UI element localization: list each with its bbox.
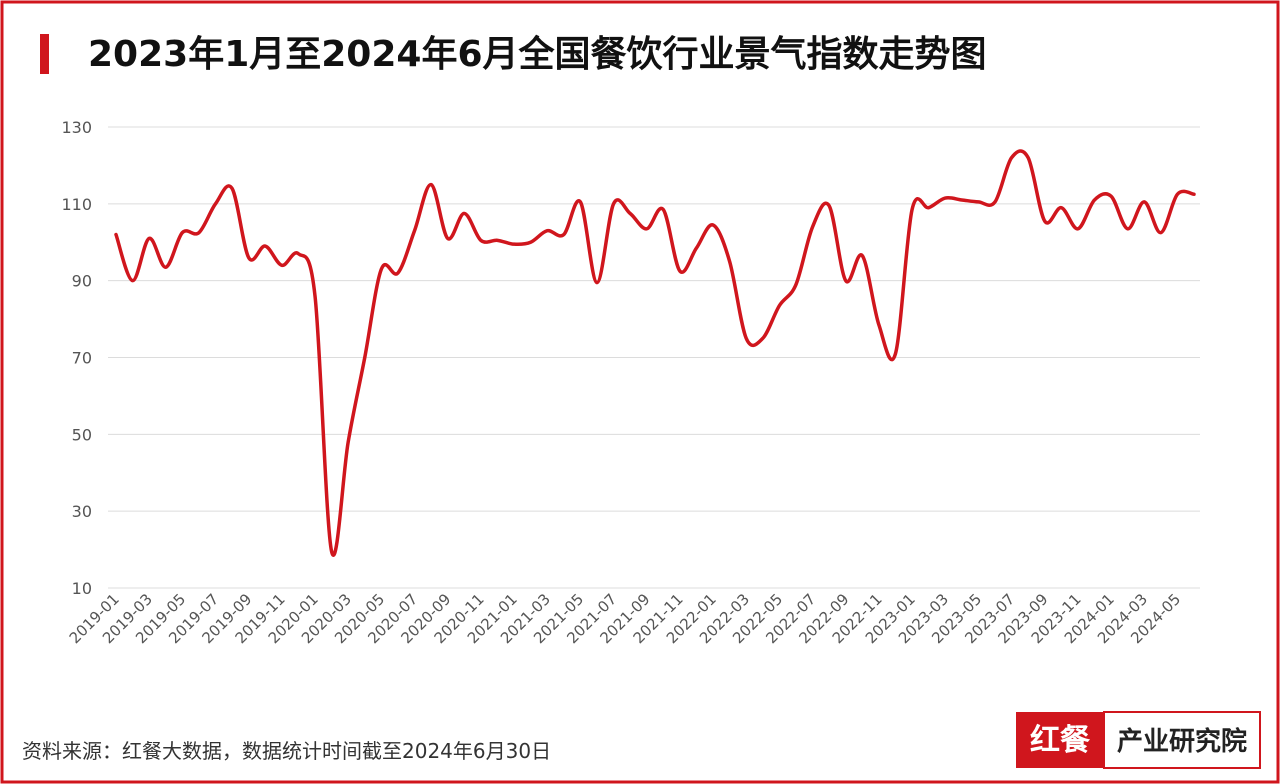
logo-name: 产业研究院 (1117, 726, 1247, 757)
y-tick-label: 10 (72, 579, 92, 598)
title-bar (40, 34, 49, 74)
y-tick-label: 130 (61, 118, 92, 137)
y-tick-label: 30 (72, 502, 92, 521)
line (114, 149, 1196, 557)
logo-box (1016, 712, 1104, 768)
y-tick-label: 70 (72, 349, 92, 368)
y-tick-label: 90 (72, 272, 92, 291)
chart-title: 2023年1月至2024年6月全国餐饮行业景气指数走势图 (88, 33, 987, 75)
source-note: 资料来源：红餐大数据，数据统计时间截至2024年6月30日 (22, 739, 551, 763)
logo-brand: 红餐 (1030, 723, 1091, 758)
y-tick-label: 50 (72, 425, 92, 444)
y-tick-label: 110 (61, 195, 92, 214)
logo-box-right (1103, 711, 1261, 769)
